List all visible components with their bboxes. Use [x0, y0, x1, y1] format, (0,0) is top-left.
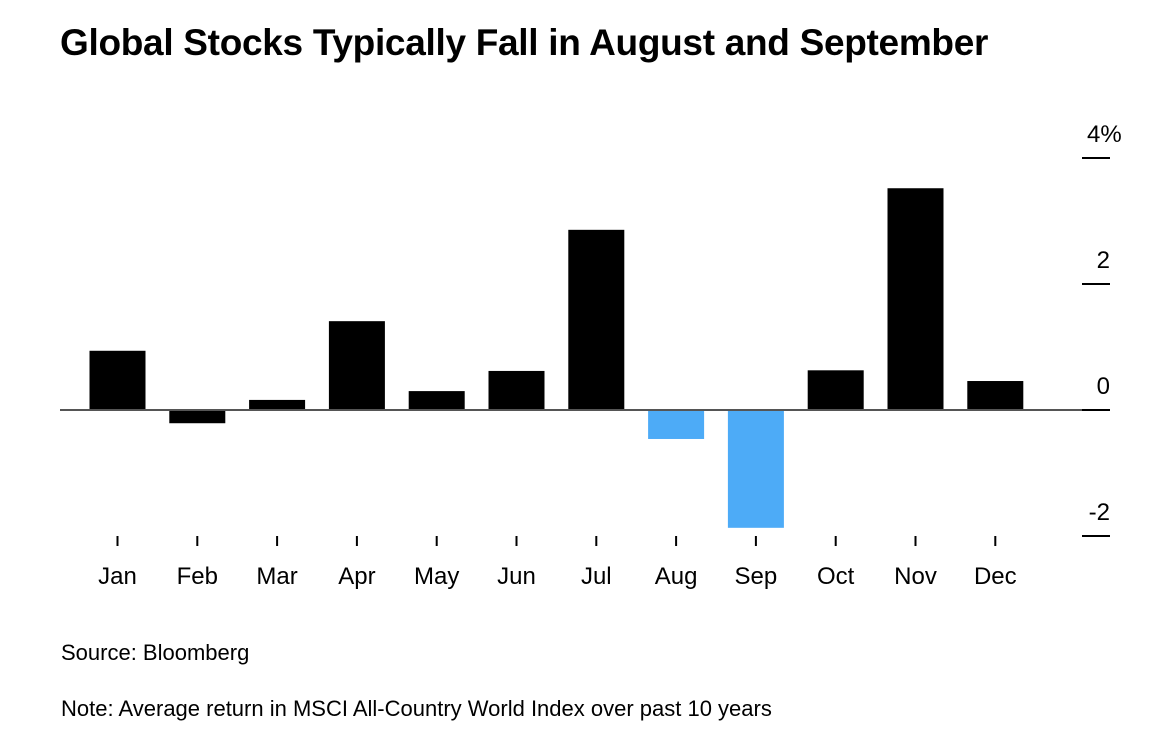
y-tick-label-0: 4%: [1087, 121, 1122, 148]
x-tick-label-may: May: [414, 563, 459, 590]
bar-jan: [89, 350, 146, 410]
x-tick-label-mar: Mar: [256, 563, 297, 590]
x-tick-label-dec: Dec: [974, 563, 1017, 590]
bar-oct: [807, 370, 864, 410]
bar-aug: [648, 410, 705, 439]
x-tick-label-jul: Jul: [581, 563, 612, 590]
y-tick-label-1: 2: [1097, 247, 1110, 274]
chart-title: Global Stocks Typically Fall in August a…: [60, 22, 989, 63]
bar-chart: Jan Feb Mar Apr May Jun Jul Aug Sep Oct Nov Dec 4% 2 0…: [60, 121, 1122, 590]
x-tick-label-jun: Jun: [497, 563, 536, 590]
x-tick-label-nov: Nov: [894, 563, 937, 590]
methodology-note: Note: Average return in MSCI All-Country…: [61, 696, 772, 721]
y-tick-label-3: -2: [1089, 499, 1110, 526]
x-tick-label-apr: Apr: [338, 563, 375, 590]
x-tick-label-feb: Feb: [177, 563, 218, 590]
x-tick-label-jan: Jan: [98, 563, 137, 590]
x-tick-label-aug: Aug: [655, 563, 698, 590]
bar-may: [408, 391, 465, 410]
y-tick-label-2: 0: [1097, 373, 1110, 400]
source-note: Source: Bloomberg: [61, 640, 250, 665]
bar-jul: [568, 229, 625, 410]
bar-jun: [488, 370, 545, 410]
bar-sep: [727, 410, 784, 528]
bar-feb: [169, 410, 226, 424]
x-tick-label-oct: Oct: [817, 563, 855, 590]
bar-apr: [328, 321, 385, 410]
bar-nov: [887, 188, 944, 410]
x-tick-label-sep: Sep: [735, 563, 778, 590]
bar-dec: [967, 381, 1024, 410]
bar-mar: [249, 399, 306, 410]
